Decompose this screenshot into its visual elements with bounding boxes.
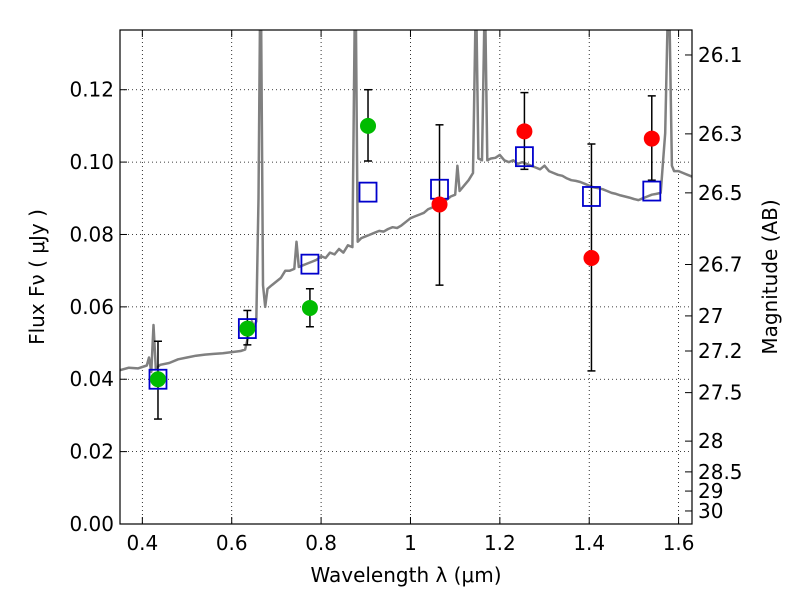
y2-tick-label: 27.5 xyxy=(698,381,743,405)
sed-curve-line xyxy=(120,30,692,374)
y-tick-label: 0.04 xyxy=(69,367,114,391)
x-tick-label: 0.6 xyxy=(216,531,248,555)
y2-tick-label: 26.1 xyxy=(698,43,743,67)
x-tick-label: 0.4 xyxy=(126,531,158,555)
red-flux-point xyxy=(643,130,660,147)
y-tick-label: 0.00 xyxy=(69,512,114,536)
y-tick-label: 0.12 xyxy=(69,78,114,102)
y2-tick-label: 26.7 xyxy=(698,253,743,277)
red-flux-point xyxy=(431,196,448,213)
y-tick-label: 0.02 xyxy=(69,440,114,464)
y2-tick-label: 26.5 xyxy=(698,181,743,205)
x-tick-label: 1.4 xyxy=(573,531,605,555)
y-tick-label: 0.10 xyxy=(69,150,114,174)
grid-lines xyxy=(120,30,692,525)
right-axis-label: Magnitude (AB) xyxy=(758,199,782,354)
green-flux-point xyxy=(149,371,166,388)
model-flux-box xyxy=(300,253,320,275)
x-tick-label: 1 xyxy=(404,531,417,555)
y-tick-label: 0.06 xyxy=(69,295,114,319)
axis-ticks: 0.4 0.6 0.8 1 1.2 1.4 1.6 0.00 0.02 0.04 0.06 0.08 0… xyxy=(69,30,743,555)
green-flux-point xyxy=(239,320,256,337)
model-flux-box xyxy=(515,146,534,168)
observed-flux-points xyxy=(149,117,660,388)
y2-tick-label: 26.3 xyxy=(698,122,743,146)
model-flux-box xyxy=(358,181,378,203)
y2-tick-label: 30 xyxy=(698,499,723,523)
model-flux-box xyxy=(148,368,168,390)
y-tick-label: 0.08 xyxy=(69,222,114,246)
y2-tick-label: 28 xyxy=(698,429,723,453)
plot-frame xyxy=(119,29,693,525)
green-flux-point xyxy=(360,117,377,134)
green-flux-point xyxy=(301,299,318,316)
red-flux-point xyxy=(516,123,533,140)
x-axis-label: Wavelength λ (μm) xyxy=(310,563,501,587)
y2-tick-label: 27.2 xyxy=(698,339,743,363)
model-flux-box xyxy=(642,180,662,202)
y2-tick-label: 28.5 xyxy=(698,460,743,484)
x-tick-label: 0.8 xyxy=(305,531,337,555)
model-flux-box xyxy=(237,318,257,339)
y2-tick-label: 27 xyxy=(698,304,723,328)
model-flux-boxes xyxy=(148,146,662,390)
error-bars xyxy=(153,88,656,420)
x-tick-label: 1.6 xyxy=(663,531,695,555)
y2-tick-label: 29 xyxy=(698,479,723,503)
x-tick-label: 1.2 xyxy=(484,531,516,555)
model-flux-box xyxy=(582,186,601,207)
y-axis-label: Flux Fν ( μJy ) xyxy=(25,209,49,345)
red-flux-point xyxy=(583,250,600,266)
sed-model-curve xyxy=(120,30,692,374)
